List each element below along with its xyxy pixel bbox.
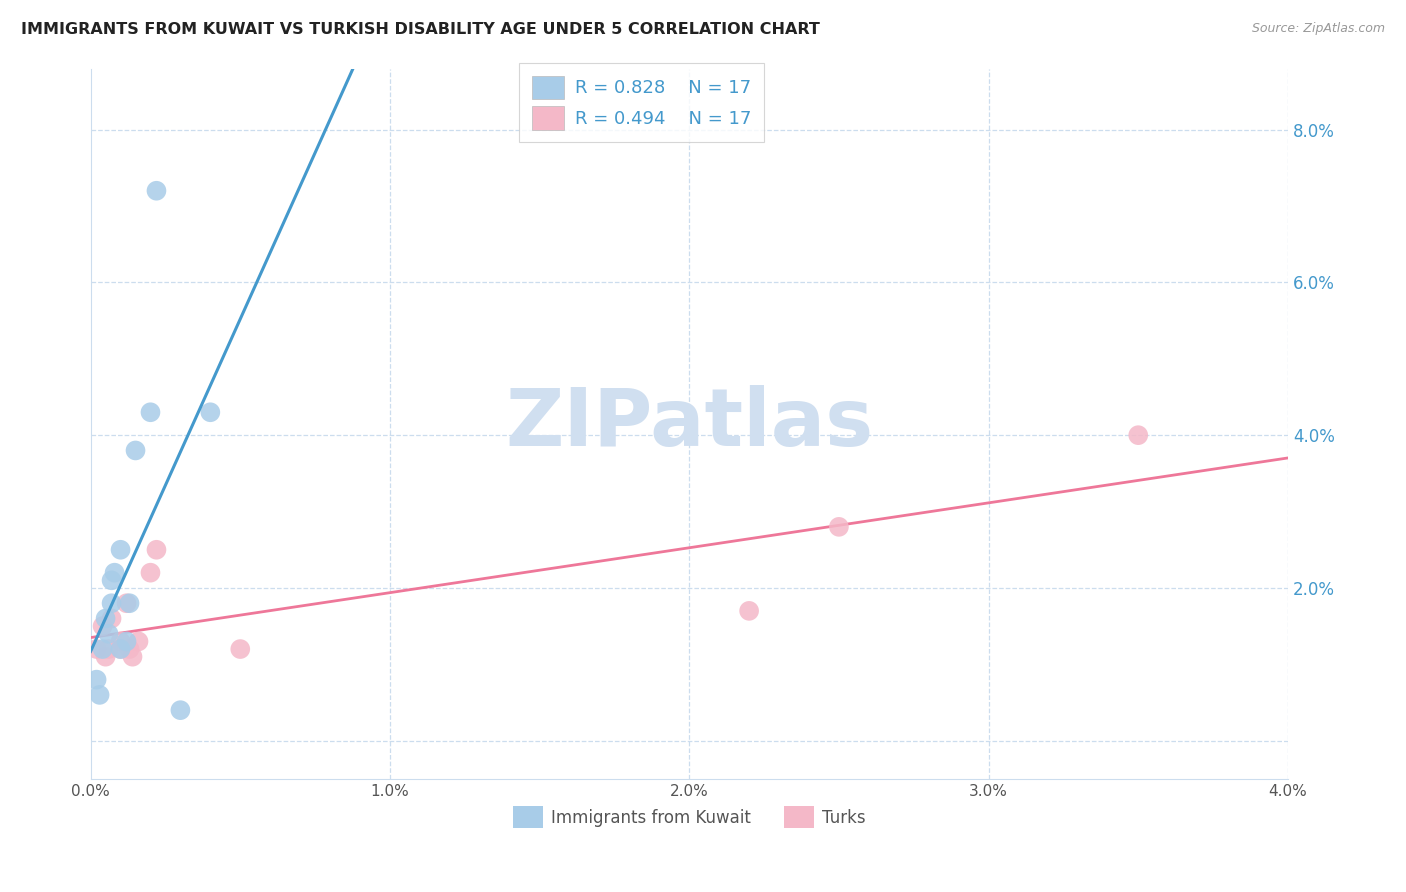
Text: Source: ZipAtlas.com: Source: ZipAtlas.com (1251, 22, 1385, 36)
Point (229, 642, 252, 657)
Point (1128, 428, 1150, 442)
Point (97, 627, 120, 641)
Point (118, 596, 141, 610)
Point (145, 542, 167, 557)
Point (145, 184, 167, 198)
Point (103, 566, 125, 580)
Text: ZIPatlas: ZIPatlas (505, 384, 873, 463)
Point (128, 634, 150, 648)
Point (91, 642, 114, 657)
Point (169, 703, 191, 717)
Point (100, 611, 122, 625)
Point (100, 596, 122, 610)
Point (86, 642, 108, 657)
Point (110, 542, 132, 557)
Point (110, 634, 132, 648)
Point (115, 634, 138, 648)
Point (89, 688, 111, 702)
Point (110, 642, 132, 657)
Point (200, 405, 222, 419)
Point (86, 673, 108, 687)
Point (110, 642, 132, 657)
Point (97, 642, 120, 657)
Point (94, 611, 117, 625)
Point (118, 642, 141, 657)
Point (100, 574, 122, 588)
Point (139, 405, 162, 419)
Text: IMMIGRANTS FROM KUWAIT VS TURKISH DISABILITY AGE UNDER 5 CORRELATION CHART: IMMIGRANTS FROM KUWAIT VS TURKISH DISABI… (21, 22, 820, 37)
Point (124, 443, 146, 458)
Point (91, 619, 114, 633)
Legend: Immigrants from Kuwait, Turks: Immigrants from Kuwait, Turks (506, 800, 873, 835)
Point (738, 604, 761, 618)
Point (121, 649, 143, 664)
Point (94, 649, 117, 664)
Point (139, 566, 162, 580)
Point (115, 596, 138, 610)
Point (828, 520, 851, 534)
